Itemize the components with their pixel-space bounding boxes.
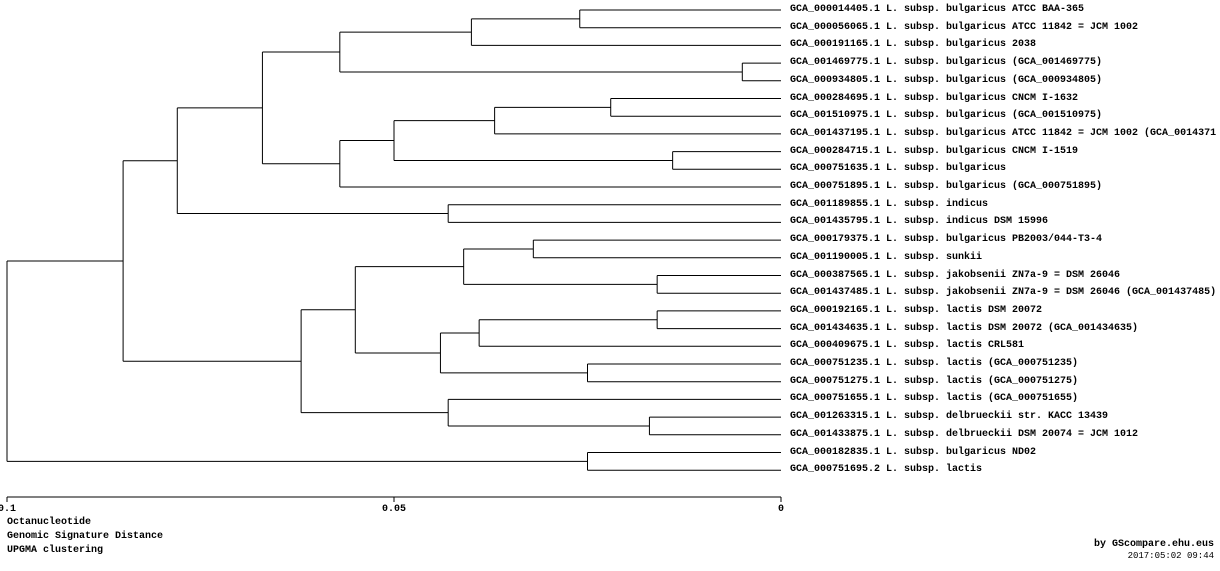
leaf-label: GCA_000409675.1 L. subsp. lactis CRL581 [790, 341, 1024, 351]
axis-tick-label: 0.05 [382, 505, 406, 515]
caption-line: UPGMA clustering [7, 546, 103, 556]
leaf-label: GCA_001435795.1 L. subsp. indicus DSM 15… [790, 217, 1048, 227]
leaf-label: GCA_000014405.1 L. subsp. bulgaricus ATC… [790, 5, 1084, 15]
leaf-label: GCA_001437195.1 L. subsp. bulgaricus ATC… [790, 129, 1216, 139]
leaf-label: GCA_000751895.1 L. subsp. bulgaricus (GC… [790, 182, 1102, 192]
leaf-label: GCA_000182835.1 L. subsp. bulgaricus ND0… [790, 448, 1036, 458]
leaf-label: GCA_000934805.1 L. subsp. bulgaricus (GC… [790, 76, 1102, 86]
dendrogram-canvas: GCA_000014405.1 L. subsp. bulgaricus ATC… [0, 0, 1220, 571]
leaf-label: GCA_001433875.1 L. subsp. delbrueckii DS… [790, 430, 1138, 440]
leaf-label: GCA_000179375.1 L. subsp. bulgaricus PB2… [790, 235, 1102, 245]
credit-date: 2017:05:02 09:44 [1128, 552, 1214, 561]
leaf-label: GCA_001190005.1 L. subsp. sunkii [790, 253, 982, 263]
leaf-label: GCA_001263315.1 L. subsp. delbrueckii st… [790, 412, 1108, 422]
axis-tick-label: 0 [778, 505, 784, 515]
leaf-label: GCA_000284695.1 L. subsp. bulgaricus CNC… [790, 94, 1078, 104]
leaf-label: GCA_001437485.1 L. subsp. jakobsenii ZN7… [790, 288, 1216, 298]
leaf-label: GCA_001189855.1 L. subsp. indicus [790, 200, 988, 210]
caption-line: Genomic Signature Distance [7, 532, 163, 542]
leaf-label: GCA_000751695.2 L. subsp. lactis [790, 465, 982, 475]
leaf-label: GCA_000387565.1 L. subsp. jakobsenii ZN7… [790, 271, 1120, 281]
leaf-label: GCA_000751235.1 L. subsp. lactis (GCA_00… [790, 359, 1078, 369]
leaf-label: GCA_000284715.1 L. subsp. bulgaricus CNC… [790, 147, 1078, 157]
leaf-label: GCA_000056065.1 L. subsp. bulgaricus ATC… [790, 23, 1138, 33]
leaf-label: GCA_000191165.1 L. subsp. bulgaricus 203… [790, 40, 1036, 50]
leaf-label: GCA_001510975.1 L. subsp. bulgaricus (GC… [790, 111, 1102, 121]
leaf-label: GCA_000192165.1 L. subsp. lactis DSM 200… [790, 306, 1042, 316]
axis-tick-label: 0.1 [0, 505, 16, 515]
caption-line: Octanucleotide [7, 518, 91, 528]
leaf-label: GCA_000751655.1 L. subsp. lactis (GCA_00… [790, 394, 1078, 404]
leaf-label: GCA_000751635.1 L. subsp. bulgaricus [790, 164, 1006, 174]
leaf-label: GCA_000751275.1 L. subsp. lactis (GCA_00… [790, 377, 1078, 387]
leaf-label: GCA_001434635.1 L. subsp. lactis DSM 200… [790, 324, 1138, 334]
leaf-label: GCA_001469775.1 L. subsp. bulgaricus (GC… [790, 58, 1102, 68]
credit-text: by GScompare.ehu.eus [1094, 540, 1214, 550]
